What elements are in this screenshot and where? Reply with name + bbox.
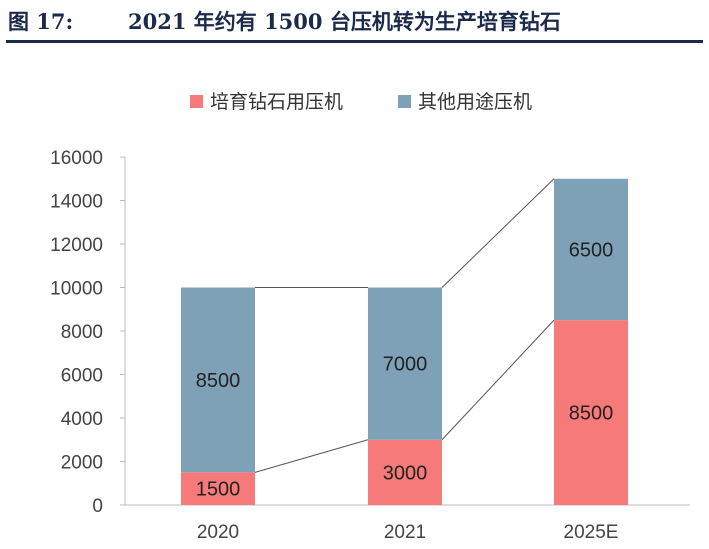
data-label: 1500: [196, 479, 241, 501]
data-label: 6500: [569, 239, 614, 261]
y-tick-label: 8000: [61, 322, 103, 343]
connector-line: [442, 320, 554, 440]
y-tick-label: 2000: [61, 453, 103, 474]
y-tick-label: 6000: [61, 366, 103, 387]
data-label: 3000: [383, 462, 428, 484]
y-tick-label: 12000: [50, 235, 103, 256]
data-label: 8500: [196, 370, 241, 392]
legend-label-1: 培育钻石用压机: [210, 91, 343, 113]
x-tick-label: 2021: [384, 522, 426, 543]
y-tick-label: 0: [92, 496, 103, 517]
y-tick-label: 10000: [50, 279, 103, 300]
data-label: 7000: [383, 354, 428, 376]
legend-label-2: 其他用途压机: [418, 91, 532, 113]
x-tick-label: 2025E: [564, 522, 619, 543]
y-tick-label: 14000: [50, 192, 103, 213]
data-label: 8500: [569, 403, 614, 425]
legend-swatch-1: [190, 95, 203, 108]
connector-line: [255, 440, 368, 473]
x-tick-label: 2020: [197, 522, 239, 543]
legend-swatch-2: [398, 95, 411, 108]
connector-line: [442, 179, 554, 288]
y-tick-label: 4000: [61, 409, 103, 430]
y-tick-label: 16000: [50, 148, 103, 169]
